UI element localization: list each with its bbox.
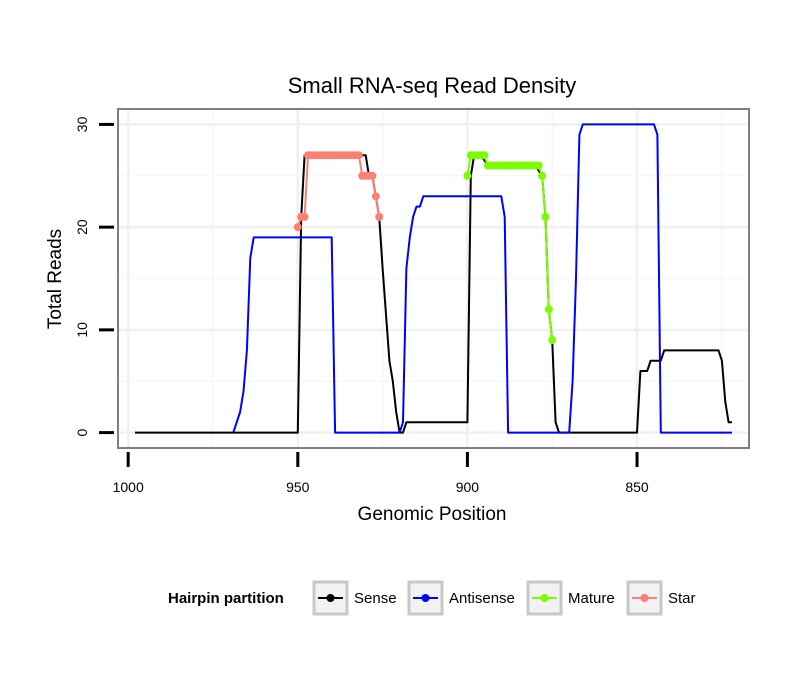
grid	[118, 109, 749, 448]
data-point-star	[371, 192, 380, 201]
legend-marker-mature	[540, 594, 549, 602]
legend-title: Hairpin partition	[168, 590, 284, 607]
y-axis-title: Total Reads	[45, 229, 66, 329]
x-tick-label: 850	[625, 479, 649, 495]
data-point-star	[354, 151, 363, 160]
data-point-mature	[544, 305, 553, 314]
data-point-mature	[463, 171, 472, 180]
y-tick-label: 30	[74, 116, 90, 132]
x-axis-title: Genomic Position	[358, 504, 507, 525]
data-point-mature	[534, 161, 543, 170]
legend-marker-star	[640, 594, 649, 602]
data-point-mature	[480, 151, 489, 160]
legend-label-star: Star	[668, 590, 696, 607]
legend-marker-sense	[326, 594, 335, 602]
data-point-star	[300, 212, 309, 221]
legend-label-sense: Sense	[354, 590, 397, 607]
series-line-antisense	[232, 123, 732, 434]
data-point-star	[375, 212, 384, 221]
x-tick-label: 950	[286, 479, 310, 495]
data-point-mature	[541, 212, 550, 221]
data-point-mature	[538, 171, 547, 180]
axis-ticks: 1000 950 900 850 0 10 20 30	[74, 116, 649, 495]
x-tick-label: 1000	[113, 479, 144, 495]
series-layer	[135, 123, 732, 434]
y-tick-label: 20	[74, 219, 90, 235]
legend: Hairpin partition Sense Antisense Mature St…	[168, 580, 696, 616]
data-point-mature	[548, 336, 557, 345]
chart-title: Small RNA-seq Read Density	[288, 73, 577, 98]
legend-label-antisense: Antisense	[449, 590, 515, 607]
y-tick-label: 0	[74, 428, 90, 436]
x-tick-label: 900	[456, 479, 480, 495]
plot-panel-border	[117, 108, 750, 449]
data-point-star	[368, 171, 377, 180]
legend-label-mature: Mature	[568, 590, 615, 607]
data-point-star	[293, 223, 302, 232]
y-tick-label: 10	[74, 322, 90, 338]
legend-marker-antisense	[421, 594, 430, 602]
